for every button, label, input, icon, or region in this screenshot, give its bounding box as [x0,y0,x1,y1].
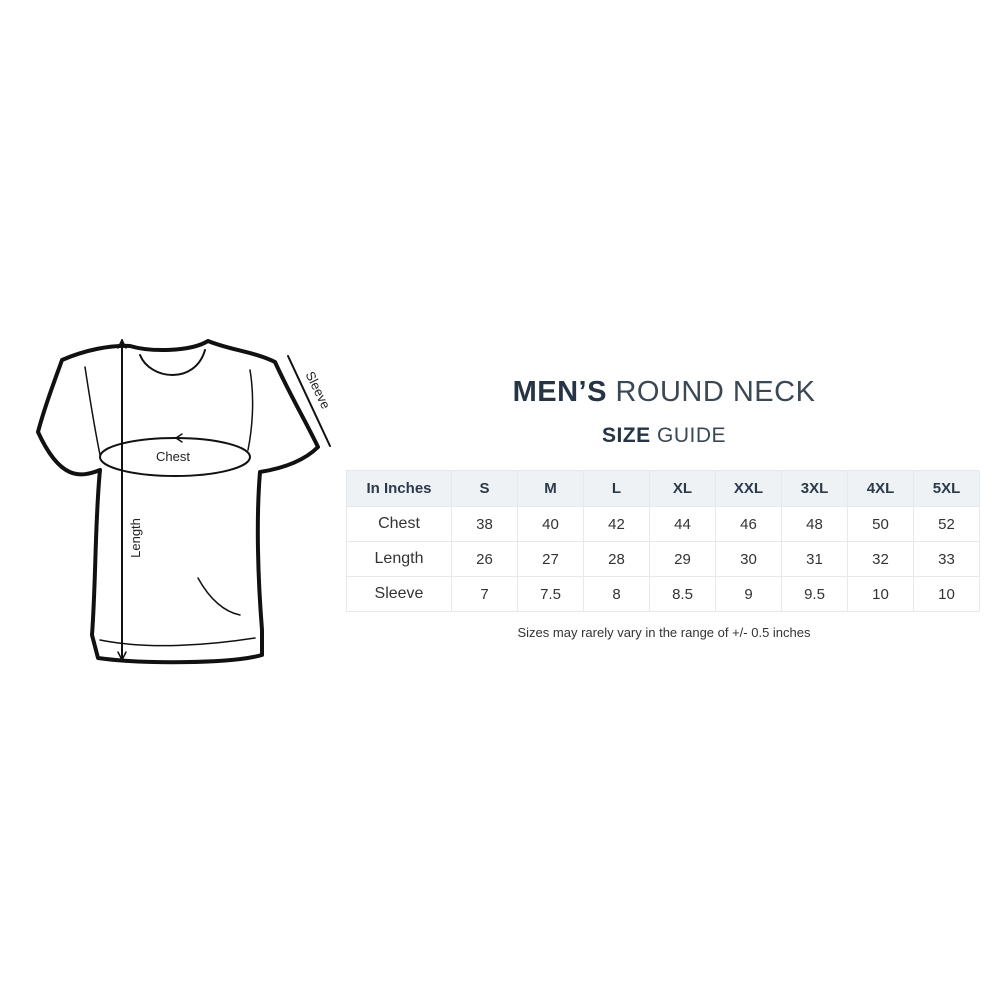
table-cell: 10 [847,576,914,612]
header-cell: In Inches [346,470,452,507]
header-cell: M [517,470,584,507]
chest-measure-ellipse [99,437,251,477]
table-cell: 50 [847,506,914,542]
row-label: Length [346,541,452,577]
header-cell: S [451,470,518,507]
subtitle-light: GUIDE [657,424,727,447]
table-row: Sleeve 7 7.5 8 8.5 9 9.5 10 10 [346,576,980,612]
table-cell: 29 [649,541,716,577]
table-cell: 7 [451,576,518,612]
header-cell: XL [649,470,716,507]
row-label: Sleeve [346,576,452,612]
table-cell: 48 [781,506,848,542]
title-bold: MEN’S [512,376,607,408]
chest-label: Chest [156,449,190,464]
table-cell: 52 [913,506,980,542]
table-cell: 30 [715,541,782,577]
chest-arrow-icon [175,433,183,443]
header-cell: 3XL [781,470,848,507]
row-label: Chest [346,506,452,542]
table-cell: 7.5 [517,576,584,612]
table-cell: 40 [517,506,584,542]
tshirt-diagram: Chest Length Sleeve [36,339,334,665]
header-cell: L [583,470,650,507]
size-variance-note: Sizes may rarely vary in the range of +/… [517,625,811,640]
length-arrow-bottom-icon [117,651,127,661]
hem-line [99,637,256,647]
table-cell: 9 [715,576,782,612]
sleeve-label: Sleeve [303,369,334,411]
table-cell: 38 [451,506,518,542]
table-cell: 9.5 [781,576,848,612]
table-cell: 27 [517,541,584,577]
table-cell: 32 [847,541,914,577]
table-row: Length 26 27 28 29 30 31 32 33 [346,541,980,577]
subtitle-bold: SIZE [601,424,651,447]
title-light: ROUND NECK [615,376,816,408]
shirt-outline [36,339,320,665]
length-label: Length [128,518,143,558]
table-header-row: In Inches S M L XL XXL 3XL 4XL 5XL [346,470,980,507]
table-cell: 28 [583,541,650,577]
table-cell: 33 [913,541,980,577]
title-line-2: SIZE GUIDE [346,424,982,448]
size-table: In Inches S M L XL XXL 3XL 4XL 5XL Chest… [346,470,980,612]
table-row: Chest 38 40 42 44 46 48 50 52 [346,506,980,542]
fold-line [197,577,241,616]
table-cell: 31 [781,541,848,577]
table-cell: 46 [715,506,782,542]
sleeve-measure-line [287,355,331,447]
fold-line [84,366,101,456]
length-arrow-top-icon [117,339,127,349]
table-cell: 26 [451,541,518,577]
header-cell: 5XL [913,470,980,507]
table-cell: 8.5 [649,576,716,612]
table-cell: 42 [583,506,650,542]
header-cell: 4XL [847,470,914,507]
title-line-1: MEN’S ROUND NECK [346,376,982,409]
table-cell: 10 [913,576,980,612]
table-cell: 44 [649,506,716,542]
fold-line [247,369,254,451]
header-cell: XXL [715,470,782,507]
table-cell: 8 [583,576,650,612]
collar [139,349,206,376]
